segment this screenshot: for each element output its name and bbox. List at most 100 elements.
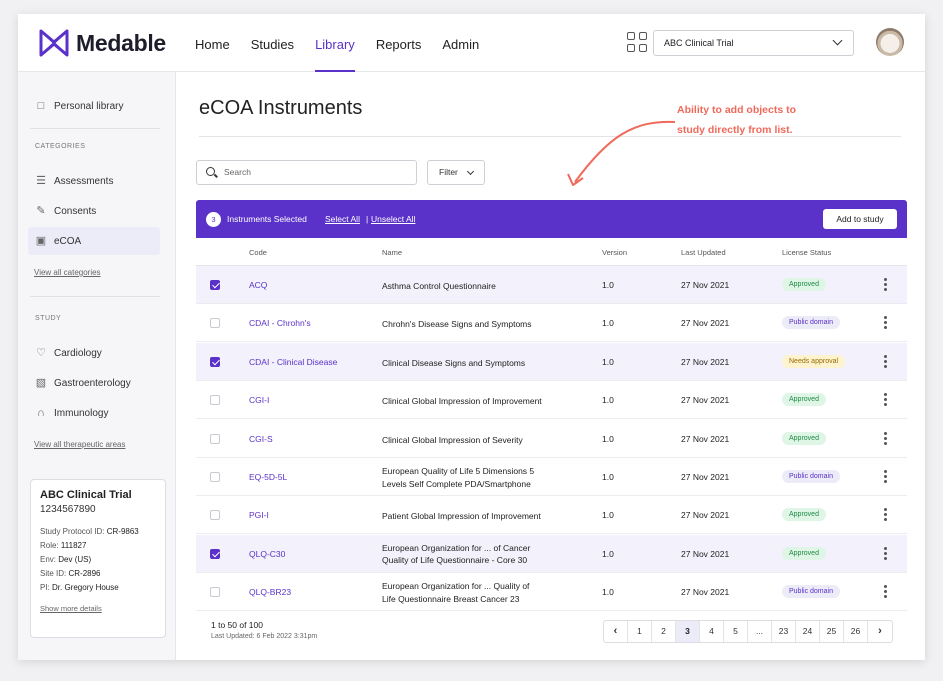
version-cell: 1.0 [602,587,614,598]
status-badge: Approved [782,393,826,407]
kebab-menu-icon[interactable] [884,508,887,523]
row-checkbox[interactable] [210,280,220,290]
table-row[interactable]: CGI-S Clinical Global Impression of Sever… [196,420,907,458]
next-page-icon[interactable]: › [878,625,882,637]
kebab-menu-icon[interactable] [884,585,887,600]
table-header: Code Name Version Last Updated License Statu… [196,238,907,266]
version-cell: 1.0 [602,472,614,482]
column-header: Name [382,248,403,257]
table-row[interactable]: EQ-5D-5L European Quality of Life 5 Dimen… [196,458,907,496]
sidebar-item-immunology[interactable]: ∩ Immunology [28,399,160,427]
version-cell: 1.0 [602,510,614,521]
show-more-details-link[interactable]: Show more details [40,604,102,613]
row-checkbox[interactable] [210,318,220,329]
sidebar-item-label: Assessments [54,175,114,187]
sidebar-item-label: Immunology [54,407,109,419]
main-nav: Home Studies Library Reports Admin [195,14,500,72]
version-cell: 1.0 [602,395,614,406]
instrument-name-line: Clinical Global Impression of Severity [382,434,523,445]
instrument-name-line: Levels Self Complete PDA/Smartphone [382,478,531,489]
nav-item-reports[interactable]: Reports [375,37,422,52]
instrument-name-line: Patient Global Impression of Improvement [382,511,541,522]
sidebar-item-gastroenterology[interactable]: ▧ Gastroenterology [28,369,160,397]
kebab-menu-icon[interactable] [884,354,887,370]
env-row: Env: Dev (US) [40,555,92,564]
instrument-name: Asthma Control Questionnaire [382,280,572,293]
kebab-menu-icon[interactable] [884,470,887,485]
instrument-code-link[interactable]: EQ-5D-5L [249,472,288,482]
instrument-name: Clinical Global Impression of Severity [382,434,572,447]
row-checkbox[interactable] [210,510,220,521]
table-row[interactable]: CGI-I Clinical Global Impression of Impro… [196,381,907,420]
add-to-study-button[interactable]: Add to study [823,209,897,229]
instrument-code-link[interactable]: QLQ-BR23 [249,587,292,598]
sidebar-item-assessments[interactable]: ☰ Assessments [28,167,160,195]
selected-count-badge: 3 [206,212,221,227]
kebab-menu-icon[interactable] [884,316,887,331]
table-row[interactable]: CDAI - Clinical Disease Clinical Disease … [196,342,907,381]
page-button[interactable]: 1 [628,621,652,642]
medable-logo[interactable]: Medable [38,27,166,59]
nav-item-studies[interactable]: Studies [250,37,295,52]
row-checkbox[interactable] [210,395,220,406]
table-row[interactable]: PGI-I Patient Global Impression of Improv… [196,496,907,535]
instrument-code-link[interactable]: ACQ [249,280,268,290]
instrument-code-link[interactable]: CDAI - Chrohn's [249,318,311,329]
instrument-code-link[interactable]: CGI-S [249,433,273,444]
nav-item-home[interactable]: Home [195,37,230,52]
page-button[interactable]: 26 [844,621,868,642]
table-row[interactable]: CDAI - Chrohn's Chrohn's Disease Signs an… [196,304,907,343]
kebab-menu-icon[interactable] [884,393,887,408]
instrument-name-line: Clinical Disease Signs and Symptoms [382,357,526,368]
page-button[interactable]: 24 [796,621,820,642]
row-checkbox[interactable] [210,433,220,444]
unselect-all-link[interactable]: Unselect All [371,214,416,224]
sidebar-item-personal-library[interactable]: □ Personal library [28,92,160,120]
instrument-code-link[interactable]: CGI-I [249,395,270,406]
page-button[interactable]: 25 [820,621,844,642]
page-button[interactable]: 4 [700,621,724,642]
chevron-down-icon [466,167,475,176]
status-badge: Approved [782,546,826,560]
pi-row: PI: Dr. Gregory House [40,583,119,592]
sidebar-item-consents[interactable]: ✎ Consents [28,197,160,225]
app-grid-icon[interactable] [627,32,647,52]
row-checkbox[interactable] [210,472,220,482]
instrument-code-link[interactable]: CDAI - Clinical Disease [249,356,338,367]
table-row[interactable]: ACQ Asthma Control Questionnaire 1.0 27 Nov… [196,266,907,304]
sidebar-item-cardiology[interactable]: ♡ Cardiology [28,339,160,367]
role-row: Role: 111827 [40,541,87,550]
assessment-icon: ☰ [36,175,46,187]
row-checkbox[interactable] [210,356,220,367]
status-badge: Approved [782,508,826,522]
instrument-name: Clinical Disease Signs and Symptoms [382,357,572,370]
kebab-menu-icon[interactable] [884,546,887,562]
row-checkbox[interactable] [210,548,220,559]
instrument-name-line: Asthma Control Questionnaire [382,281,496,291]
page-button[interactable]: 2 [652,621,676,642]
kebab-menu-icon[interactable] [884,431,887,447]
instrument-code-link[interactable]: PGI-I [249,510,269,521]
avatar[interactable] [876,28,904,56]
page-button[interactable]: 3 [676,621,700,642]
filter-button[interactable]: Filter [427,160,485,185]
table-row[interactable]: QLQ-C30 European Organization for ... of … [196,534,907,573]
page-button[interactable]: 5 [724,621,748,642]
view-all-areas-link[interactable]: View all therapeutic areas [34,440,126,449]
version-cell: 1.0 [602,548,614,559]
brand-name: Medable [76,29,166,56]
version-cell: 1.0 [602,433,614,444]
sidebar-item-ecoa[interactable]: ▣ eCOA [28,227,160,255]
instrument-code-link[interactable]: QLQ-C30 [249,548,286,559]
search-input[interactable]: Search [196,160,417,185]
prev-page-icon[interactable]: ‹ [604,621,628,642]
trial-select[interactable]: ABC Clinical Trial [653,30,854,56]
row-checkbox[interactable] [210,587,220,598]
view-all-categories-link[interactable]: View all categories [34,268,101,277]
table-row[interactable]: QLQ-BR23 European Organization for ... Qu… [196,573,907,612]
nav-item-library[interactable]: Library [315,14,355,72]
nav-item-admin[interactable]: Admin [442,37,480,52]
select-all-link[interactable]: Select All [325,214,360,224]
kebab-menu-icon[interactable] [884,278,887,293]
page-button[interactable]: 23 [772,621,796,642]
